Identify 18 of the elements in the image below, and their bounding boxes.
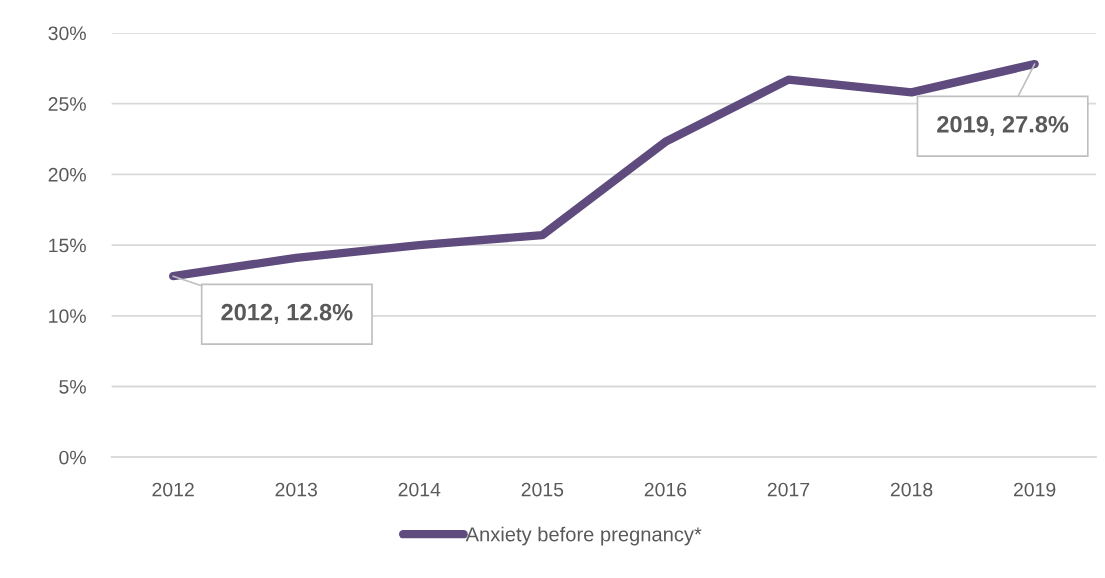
y-tick-label: 20% (48, 167, 86, 182)
y-tick-label: 30% (48, 26, 86, 41)
x-tick-label: 2014 (398, 482, 441, 497)
y-tick-label: 25% (48, 97, 86, 111)
y-tick-label: 15% (49, 238, 86, 253)
y-tick-label: 5% (59, 380, 86, 394)
x-tick-label: 2018 (890, 482, 933, 497)
legend-label: Anxiety before pregnancy* (465, 526, 702, 546)
y-tick-label: 0% (59, 450, 86, 465)
annotation: 2012, 12.8% (221, 303, 353, 324)
annotation: 2019, 27.8% (937, 115, 1069, 137)
x-tick-label: 2016 (644, 482, 687, 497)
x-tick-label: 2012 (152, 482, 194, 497)
x-tick-label: 2017 (767, 482, 810, 497)
y-tick-label: 10% (49, 309, 86, 324)
x-tick-label: 2015 (521, 482, 564, 497)
x-tick-label: 2019 (1013, 482, 1056, 497)
x-tick-label: 2013 (275, 482, 317, 497)
